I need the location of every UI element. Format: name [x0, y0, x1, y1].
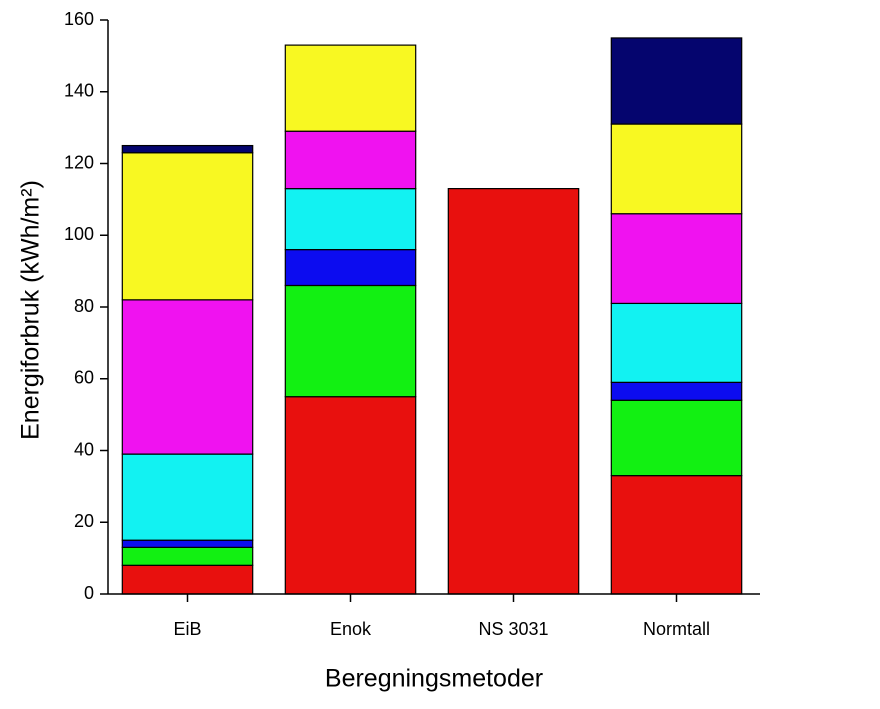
bar-segment [610, 37, 743, 125]
x-tick-label: Enok [330, 619, 372, 639]
y-axis-title: Energiforbruk (kWh/m²) [17, 180, 45, 440]
bar-segment [284, 284, 417, 398]
x-tick-label: EiB [173, 619, 201, 639]
bar-segment [610, 381, 743, 401]
bar-segment [284, 44, 417, 132]
bar-segment [610, 123, 743, 215]
x-axis-title: Beregningsmetoder [325, 665, 543, 693]
bar-segment [284, 249, 417, 287]
y-tick-label: 140 [64, 81, 94, 101]
bar-segment [121, 144, 254, 154]
y-tick-label: 100 [64, 224, 94, 244]
bar-segment [121, 453, 254, 541]
x-tick-label: NS 3031 [478, 619, 548, 639]
y-tick-label: 120 [64, 152, 94, 172]
bar-segment [284, 130, 417, 190]
bar-segment [610, 475, 743, 595]
y-tick-label: 160 [64, 9, 94, 29]
bar-segment [121, 152, 254, 301]
bar-segment [121, 539, 254, 548]
bar-segment [610, 213, 743, 305]
y-tick-label: 60 [74, 368, 94, 388]
y-tick-label: 40 [74, 439, 94, 459]
y-tick-label: 20 [74, 511, 94, 531]
x-tick-label: Normtall [643, 619, 710, 639]
y-tick-label: 0 [84, 583, 94, 603]
bar-segment [610, 399, 743, 477]
bar-segment [121, 546, 254, 566]
bar-segment [284, 188, 417, 251]
bar-segment [121, 564, 254, 595]
bar-segment [447, 188, 580, 595]
bar-segment [610, 302, 743, 383]
bar-segment [284, 396, 417, 595]
y-tick-label: 80 [74, 296, 94, 316]
bar-segment [121, 299, 254, 455]
